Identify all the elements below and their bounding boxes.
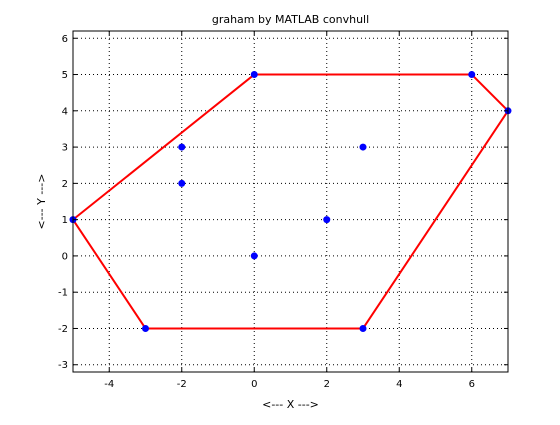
data-point [178, 143, 186, 151]
data-point [468, 71, 476, 79]
y-axis-label: <--- Y ---> [35, 174, 48, 230]
data-point [359, 143, 367, 151]
data-point [250, 252, 258, 260]
x-tick-label: 2 [324, 379, 330, 390]
y-tick-label: 6 [62, 34, 68, 45]
y-tick-label: -2 [58, 324, 68, 335]
x-tick-label: 6 [469, 379, 475, 390]
y-tick-label: -3 [58, 360, 68, 371]
y-tick-label: 5 [62, 70, 68, 81]
axes-box [72, 30, 509, 373]
hull-polygon [72, 73, 509, 330]
x-tick-label: -4 [104, 379, 114, 390]
x-axis-ticks: -4 -2 0 2 4 6 [104, 31, 475, 390]
x-axis-label: <--- X ---> [262, 398, 319, 411]
hull-edge [72, 218, 147, 330]
data-point [250, 71, 258, 79]
hull-edge [72, 73, 256, 221]
y-tick-label: 3 [62, 143, 68, 154]
hull-edge [362, 109, 509, 330]
x-tick-label: 0 [251, 379, 257, 390]
x-tick-label: 4 [396, 379, 402, 390]
data-point [178, 179, 186, 187]
y-tick-label: 1 [62, 215, 68, 226]
y-tick-label: 4 [62, 106, 68, 117]
chart-title: graham by MATLAB convhull [212, 13, 369, 26]
data-point [323, 216, 331, 224]
hull-edge [470, 73, 509, 112]
y-tick-label: 0 [62, 251, 68, 262]
plot-area [73, 31, 508, 372]
y-axis-ticks: -3 -2 -1 0 1 2 3 4 5 6 [58, 34, 508, 371]
y-tick-label: -1 [58, 288, 68, 299]
x-tick-label: -2 [177, 379, 187, 390]
data-points [69, 71, 512, 332]
data-point [359, 324, 367, 332]
y-tick-label: 2 [62, 179, 68, 190]
data-point [142, 324, 149, 332]
